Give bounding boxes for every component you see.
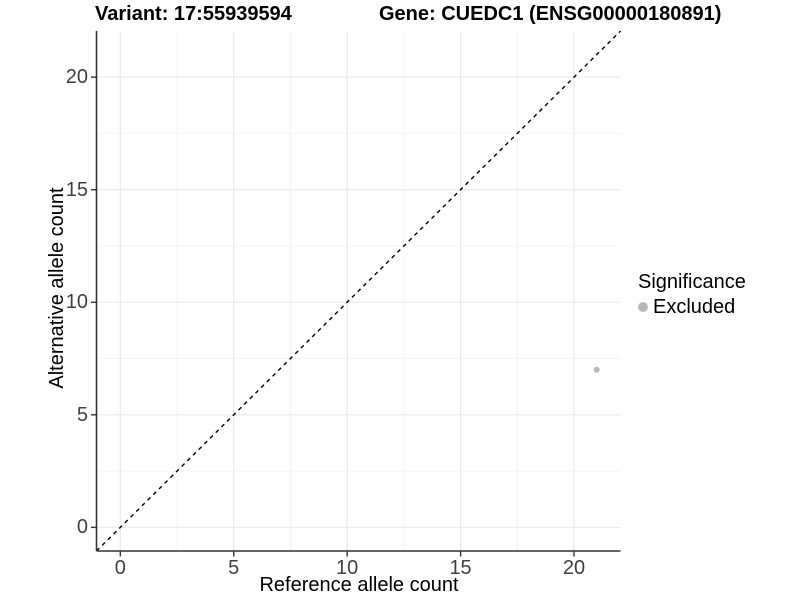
x-tick-label: 10 [336, 557, 359, 579]
x-tick-label: 0 [114, 557, 126, 579]
data-point [593, 366, 600, 373]
gene-title: Gene: CUEDC1 (ENSG00000180891) [379, 3, 722, 25]
legend-title: Significance [638, 271, 746, 293]
x-tick-label: 20 [562, 557, 586, 579]
identity-line [96, 30, 621, 552]
variant-title: Variant: 17:55939594 [95, 3, 292, 25]
y-tick-label: 15 [65, 178, 88, 201]
legend-item-excluded: Excluded [638, 296, 746, 318]
y-tick-label: 20 [65, 66, 88, 89]
x-axis-title: Reference allele count [259, 574, 459, 596]
legend-item-label: Excluded [653, 296, 736, 318]
legend: Significance Excluded [638, 271, 746, 318]
x-tick-label: 5 [228, 557, 240, 579]
y-tick-label: 10 [65, 291, 88, 314]
y-tick-label: 5 [76, 403, 88, 426]
y-axis-title: Alternative allele count [46, 187, 68, 389]
y-tick-label: 0 [76, 516, 88, 539]
excluded-point-icon [638, 302, 648, 312]
x-tick-label: 15 [449, 557, 472, 579]
